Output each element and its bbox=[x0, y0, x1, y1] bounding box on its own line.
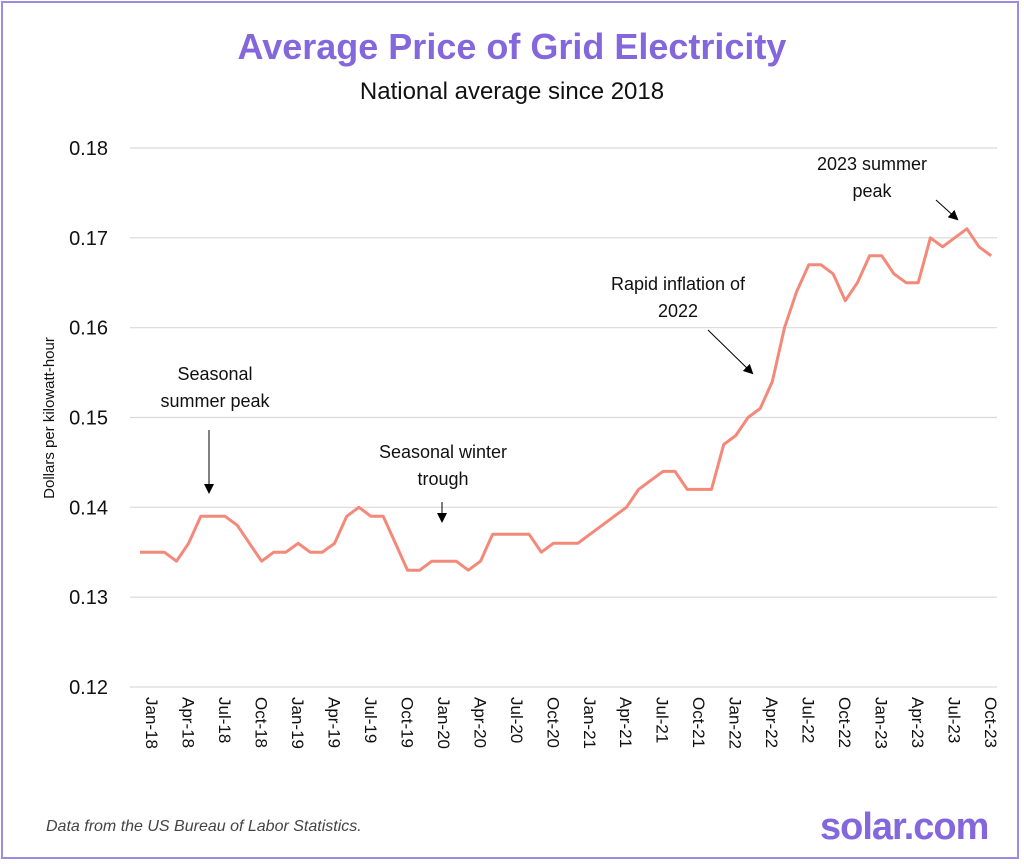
annotation-text: summer peak bbox=[160, 391, 270, 411]
y-axis-label: Dollars per kilowatt-hour bbox=[41, 337, 58, 499]
x-tick-label: Oct-18 bbox=[251, 697, 270, 748]
y-tick-label: 0.17 bbox=[69, 228, 108, 250]
x-tick-label: Oct-21 bbox=[689, 697, 708, 748]
source-note: Data from the US Bureau of Labor Statist… bbox=[46, 818, 362, 835]
y-tick-label: 0.12 bbox=[69, 677, 108, 699]
solar-logo: solar.com bbox=[820, 806, 989, 848]
y-tick-label: 0.18 bbox=[69, 138, 108, 160]
chart-title: Average Price of Grid Electricity bbox=[237, 26, 787, 67]
chart-subtitle: National average since 2018 bbox=[359, 78, 665, 105]
x-tick-label: Jul-21 bbox=[653, 697, 672, 743]
x-tick-label: Apr-22 bbox=[762, 697, 781, 748]
x-tick-label: Jul-18 bbox=[215, 697, 234, 743]
x-tick-label: Jan-20 bbox=[434, 697, 453, 749]
annotation-text: trough bbox=[417, 469, 468, 489]
annotation-text: 2022 bbox=[658, 301, 698, 321]
annotation-text: Seasonal bbox=[177, 364, 252, 384]
annotation-text: Rapid inflation of bbox=[611, 274, 746, 294]
x-tick-label: Apr-21 bbox=[616, 697, 635, 748]
x-tick-label: Jan-22 bbox=[726, 697, 745, 749]
x-tick-label: Jan-18 bbox=[142, 697, 161, 749]
x-tick-label: Jan-23 bbox=[872, 697, 891, 749]
x-tick-label: Apr-23 bbox=[908, 697, 927, 748]
x-tick-label: Oct-19 bbox=[397, 697, 416, 748]
y-tick-label: 0.14 bbox=[69, 497, 108, 519]
x-tick-label: Jan-21 bbox=[580, 697, 599, 749]
x-tick-label: Jul-20 bbox=[507, 697, 526, 743]
annotation-text: Seasonal winter bbox=[379, 442, 507, 462]
x-tick-label: Jul-22 bbox=[799, 697, 818, 743]
x-tick-label: Apr-18 bbox=[178, 697, 197, 748]
x-tick-label: Oct-23 bbox=[981, 697, 1000, 748]
y-tick-label: 0.15 bbox=[69, 408, 108, 430]
x-tick-label: Jan-19 bbox=[288, 697, 307, 749]
y-tick-label: 0.13 bbox=[69, 587, 108, 609]
y-tick-label: 0.16 bbox=[69, 318, 108, 340]
x-tick-label: Oct-22 bbox=[835, 697, 854, 748]
x-tick-label: Jul-23 bbox=[945, 697, 964, 743]
x-tick-label: Apr-20 bbox=[470, 697, 489, 748]
annotation-arrow bbox=[707, 329, 754, 375]
annotation-text: 2023 summer bbox=[817, 154, 927, 174]
x-tick-label: Oct-20 bbox=[543, 697, 562, 748]
x-tick-label: Jul-19 bbox=[361, 697, 380, 743]
x-tick-label: Apr-19 bbox=[324, 697, 343, 748]
annotation-arrow bbox=[935, 199, 959, 221]
annotation-text: peak bbox=[852, 181, 892, 201]
